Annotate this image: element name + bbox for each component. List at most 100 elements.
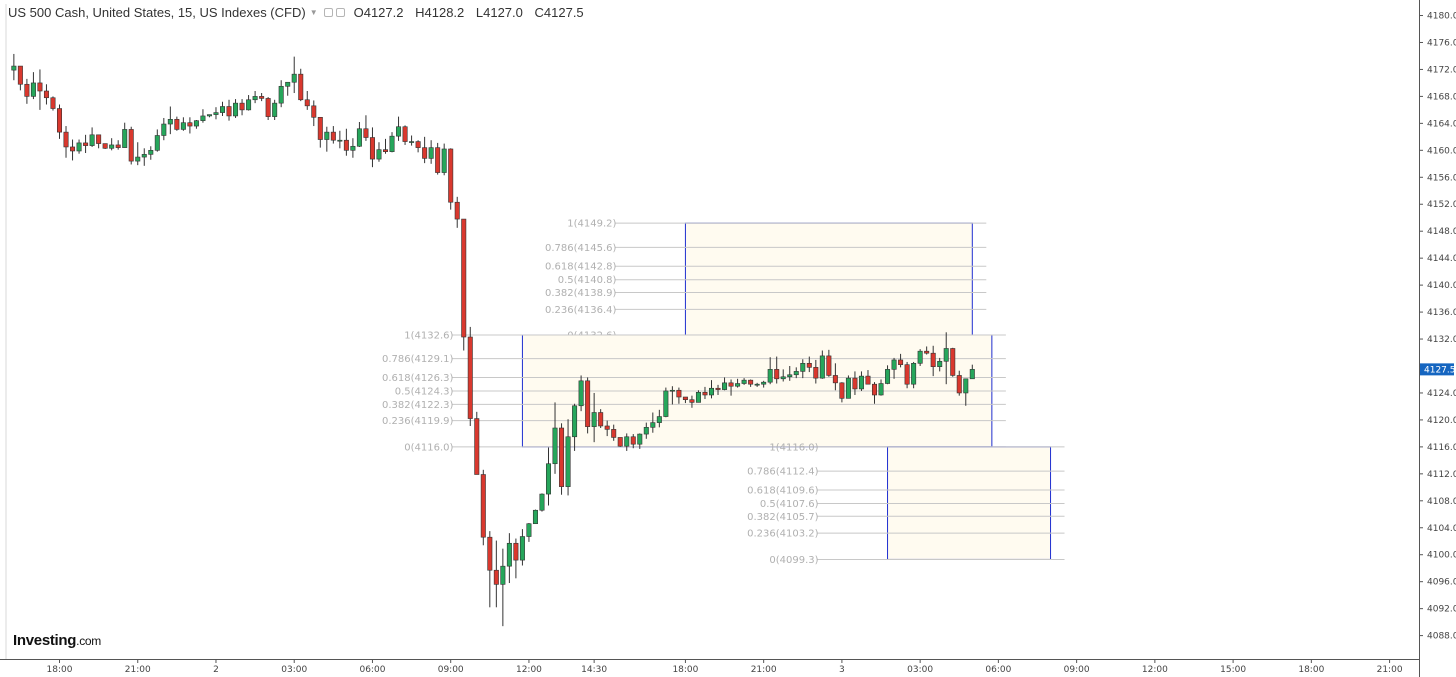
candle xyxy=(200,109,206,123)
instrument-title[interactable]: US 500 Cash, United States, 15, US Index… xyxy=(8,4,306,20)
fib-middle[interactable]: 1(4132.6) 0.786(4129.1) 0.618(4126.3) 0.5(4… xyxy=(382,330,1006,453)
candle xyxy=(304,91,310,110)
candle xyxy=(83,134,89,154)
candle-body xyxy=(911,363,917,385)
visibility-icon[interactable] xyxy=(335,7,345,17)
candle-body xyxy=(441,148,447,173)
candle-body xyxy=(650,422,656,428)
candle-body xyxy=(63,131,69,148)
x-tick-label: 3 xyxy=(839,665,845,675)
current-price-label: 4127.5 xyxy=(1424,365,1456,375)
x-tick-label: 09:00 xyxy=(1064,665,1090,675)
logo-brand: Investing xyxy=(13,632,77,649)
candle-body xyxy=(598,412,604,427)
y-tick-label: 4160.0 xyxy=(1427,146,1456,156)
fib-level-label: 1(4149.2) xyxy=(567,219,616,230)
candle xyxy=(565,419,571,496)
x-tick-label: 15:00 xyxy=(1220,665,1246,675)
candle xyxy=(291,56,297,94)
candle-body xyxy=(259,96,265,99)
candle xyxy=(643,422,649,439)
investing-logo: Investing.com xyxy=(13,632,101,649)
candle xyxy=(728,379,734,396)
candle-body xyxy=(800,363,806,372)
candle-body xyxy=(878,383,884,396)
y-tick-label: 4148.0 xyxy=(1427,227,1456,237)
candle xyxy=(193,119,199,129)
fib-level-label: 1(4116.0) xyxy=(769,442,818,453)
candle xyxy=(930,345,936,377)
candle xyxy=(298,68,304,102)
fib-level-label: 0.236(4103.2) xyxy=(747,529,819,540)
candle xyxy=(102,143,108,149)
candle-body xyxy=(252,96,258,101)
fib-lower[interactable]: 1(4116.0) 0.786(4112.4) 0.618(4109.6) 0.5(4… xyxy=(747,442,1065,566)
fib-upper[interactable]: 1(4149.2) 0.786(4145.6) 0.618(4142.8) 0.5(4… xyxy=(545,219,987,342)
candle-body xyxy=(604,425,610,430)
candle-body xyxy=(96,134,102,144)
candle xyxy=(448,148,454,210)
candle-body xyxy=(206,114,212,117)
candle xyxy=(37,69,43,110)
candle xyxy=(506,533,512,584)
candle xyxy=(474,411,480,475)
candle-body xyxy=(754,383,760,386)
candle-body xyxy=(174,119,180,130)
candle xyxy=(376,142,382,162)
candle xyxy=(813,359,819,384)
candle xyxy=(839,382,845,403)
candle-body xyxy=(585,380,591,427)
candle xyxy=(924,346,930,355)
candle xyxy=(350,138,356,158)
candle xyxy=(806,356,812,373)
current-price-badge xyxy=(1420,363,1454,376)
candle-body xyxy=(702,391,708,396)
low-value: L4127.0 xyxy=(475,4,523,20)
candle-body xyxy=(220,106,226,113)
candle-body xyxy=(454,201,460,220)
candle xyxy=(396,116,402,141)
candle xyxy=(943,332,949,385)
candle xyxy=(454,196,460,228)
candle xyxy=(317,116,323,148)
candle-body xyxy=(317,116,323,140)
x-tick-label: 21:00 xyxy=(1377,665,1403,675)
candle xyxy=(663,387,669,418)
candle-body xyxy=(30,82,36,97)
y-tick-label: 4092.0 xyxy=(1427,605,1456,615)
candle xyxy=(559,423,565,495)
candle-body xyxy=(917,350,923,364)
candle xyxy=(787,366,793,381)
candle-body xyxy=(363,128,369,138)
fib-level-label: 0.5(4107.6) xyxy=(760,499,819,510)
candle xyxy=(904,361,910,389)
y-tick-label: 4088.0 xyxy=(1427,632,1456,642)
fibonacci-retracements[interactable]: 1(4149.2) 0.786(4145.6) 0.618(4142.8) 0.5(4… xyxy=(382,219,1065,566)
candle-body xyxy=(422,147,428,159)
candle xyxy=(878,379,884,396)
candle-body xyxy=(858,375,864,390)
candle-body xyxy=(56,108,62,133)
candle-body xyxy=(161,123,167,136)
fib-level-label: 0.786(4145.6) xyxy=(545,243,617,254)
candle-body xyxy=(382,149,388,152)
candle xyxy=(656,409,662,428)
candle-body xyxy=(50,97,56,109)
candle xyxy=(702,386,708,400)
candle-body xyxy=(109,144,115,149)
candle-body xyxy=(102,143,108,149)
chevron-down-icon[interactable]: ▼ xyxy=(309,7,318,17)
candle-body xyxy=(148,150,154,155)
ohlc-readout: O4127.2 H4128.2 L4127.0 C4127.5 xyxy=(354,5,592,20)
settings-icon[interactable] xyxy=(323,7,333,17)
candle-body xyxy=(871,383,877,396)
candle-body xyxy=(513,542,519,561)
x-tick-label: 12:00 xyxy=(1142,665,1168,675)
candle-body xyxy=(545,463,551,495)
candle xyxy=(467,326,473,426)
candle xyxy=(233,99,239,118)
candle-body xyxy=(402,126,408,142)
fib-upper-box[interactable] xyxy=(684,222,973,336)
y-tick-label: 4104.0 xyxy=(1427,524,1456,534)
